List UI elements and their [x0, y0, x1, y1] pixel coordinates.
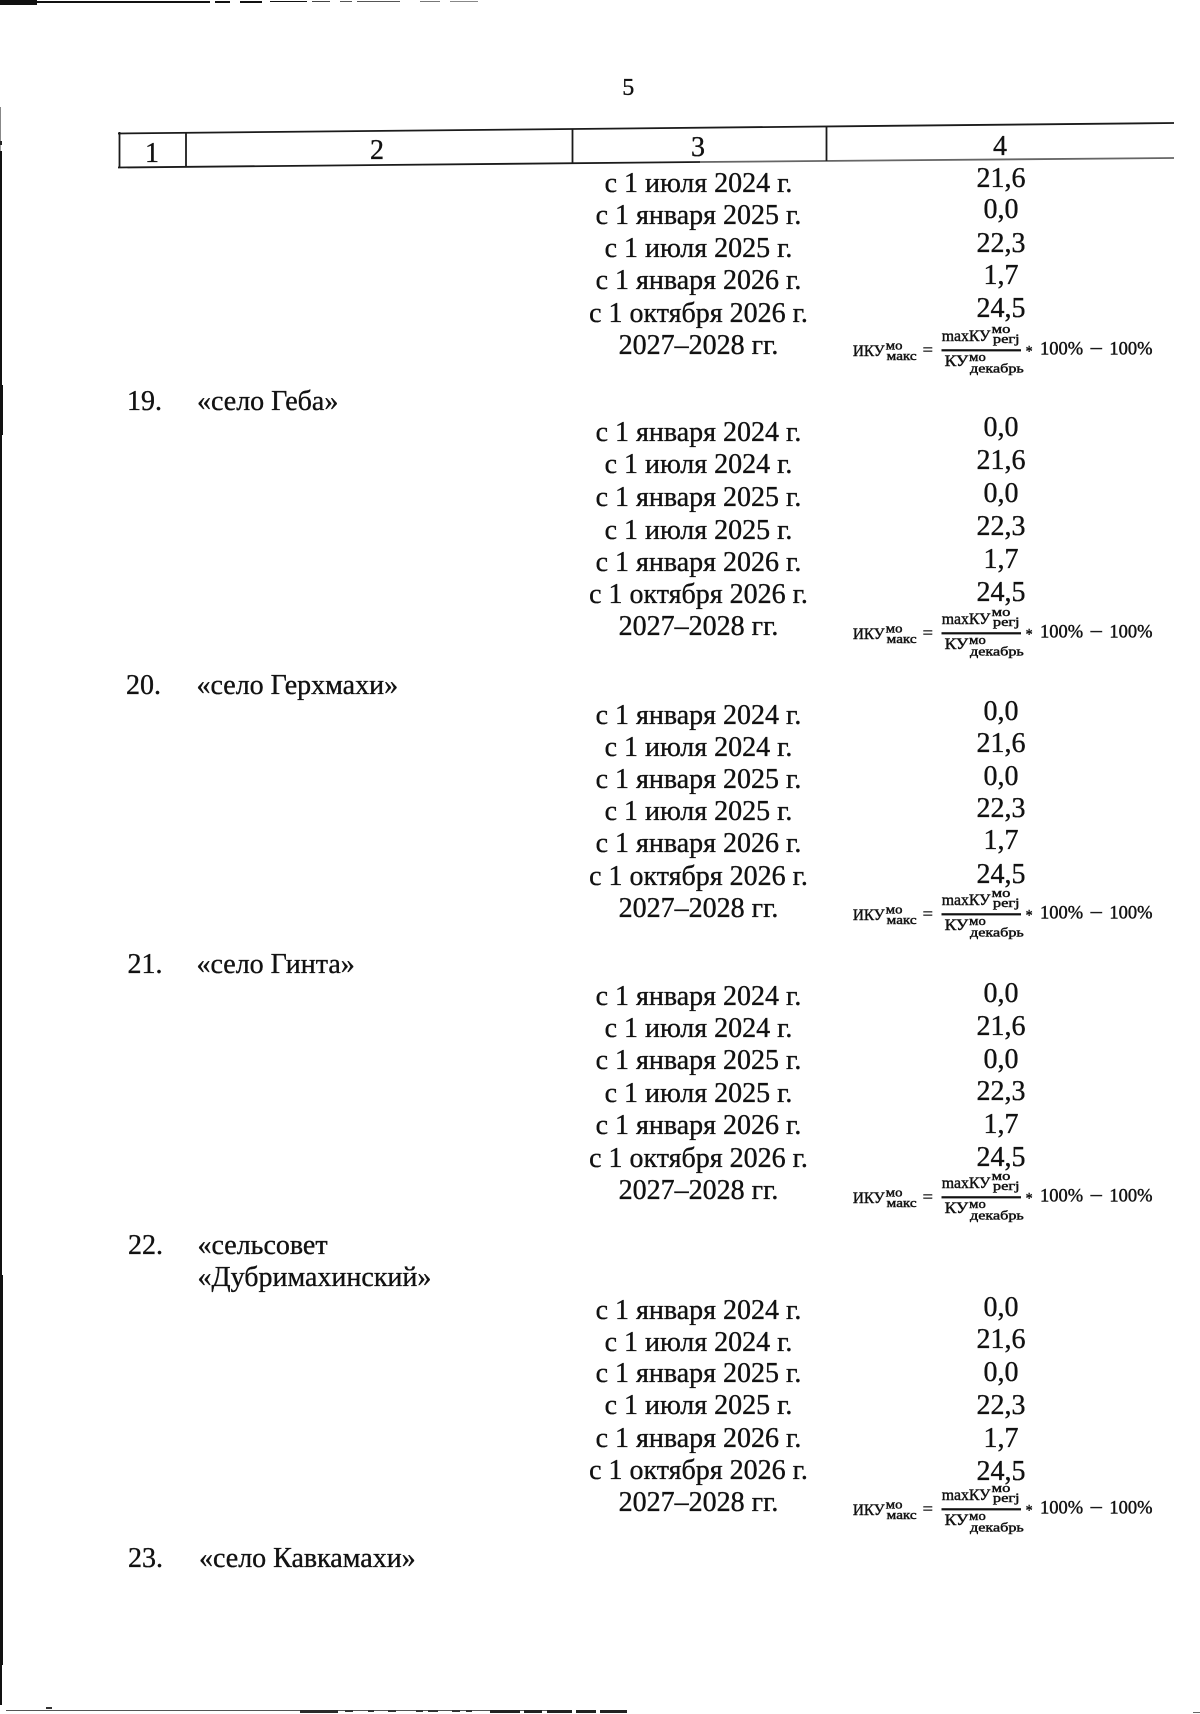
svg-text:мо: мо — [992, 1169, 1011, 1183]
svg-text:мо: мо — [992, 605, 1011, 619]
svg-text:*: * — [1026, 626, 1033, 643]
svg-text:maxКУ: maxКУ — [942, 328, 991, 345]
svg-text:мо: мо — [969, 1509, 986, 1523]
svg-text:мо: мо — [886, 338, 903, 352]
svg-text:декабрь: декабрь — [970, 926, 1024, 940]
svg-text:макс: макс — [887, 1195, 918, 1209]
svg-text:ИКУ: ИКУ — [853, 1502, 885, 1519]
svg-text:maxКУ: maxКУ — [942, 1175, 991, 1192]
svg-text:100%: 100% — [1109, 903, 1152, 924]
svg-text:регj: регj — [993, 332, 1020, 346]
svg-text:100%: 100% — [1040, 338, 1083, 359]
svg-text:100%: 100% — [1040, 903, 1083, 924]
svg-text:maxКУ: maxКУ — [942, 1487, 991, 1504]
svg-text:КУ: КУ — [945, 917, 969, 934]
svg-text:мо: мо — [969, 633, 986, 647]
svg-text:макс: макс — [887, 631, 918, 645]
svg-text:КУ: КУ — [945, 636, 969, 653]
svg-text:100%: 100% — [1040, 1185, 1083, 1206]
svg-text:100%: 100% — [1040, 621, 1083, 642]
svg-text:мо: мо — [992, 322, 1011, 336]
svg-text:−: − — [1089, 903, 1103, 924]
svg-text:мо: мо — [969, 350, 986, 364]
svg-text:=: = — [923, 1501, 933, 1518]
svg-text:−: − — [1089, 622, 1103, 643]
svg-text:мо: мо — [992, 886, 1011, 900]
svg-text:мо: мо — [886, 1185, 903, 1199]
svg-text:КУ: КУ — [945, 353, 969, 370]
svg-text:*: * — [1026, 1502, 1033, 1519]
svg-text:*: * — [1026, 1190, 1033, 1207]
svg-text:*: * — [1026, 343, 1033, 360]
svg-text:−: − — [1089, 1497, 1103, 1518]
svg-text:maxКУ: maxКУ — [942, 892, 991, 909]
svg-text:ИКУ: ИКУ — [853, 1190, 885, 1207]
svg-text:декабрь: декабрь — [970, 644, 1024, 658]
svg-text:макс: макс — [887, 348, 918, 362]
svg-text:регj: регj — [993, 896, 1020, 910]
svg-text:−: − — [1089, 338, 1103, 359]
svg-text:мо: мо — [969, 1197, 986, 1211]
svg-text:*: * — [1026, 908, 1033, 925]
svg-text:=: = — [923, 625, 933, 642]
svg-text:ИКУ: ИКУ — [853, 626, 885, 643]
svg-text:=: = — [923, 1189, 933, 1206]
svg-text:регj: регj — [993, 1179, 1020, 1193]
svg-text:КУ: КУ — [945, 1200, 969, 1217]
svg-text:регj: регj — [993, 615, 1020, 629]
svg-text:мо: мо — [886, 902, 903, 916]
svg-text:мо: мо — [886, 621, 903, 635]
svg-text:=: = — [923, 906, 933, 923]
svg-text:100%: 100% — [1109, 1497, 1152, 1518]
svg-text:ИКУ: ИКУ — [853, 343, 885, 360]
svg-text:100%: 100% — [1109, 621, 1152, 642]
svg-text:макс: макс — [887, 913, 918, 927]
svg-text:КУ: КУ — [945, 1512, 969, 1529]
svg-text:100%: 100% — [1109, 1185, 1152, 1206]
svg-text:декабрь: декабрь — [970, 1208, 1024, 1222]
svg-text:100%: 100% — [1040, 1497, 1083, 1518]
svg-text:регj: регj — [993, 1491, 1020, 1505]
svg-text:мо: мо — [886, 1497, 903, 1511]
svg-text:ИКУ: ИКУ — [853, 907, 885, 924]
svg-text:мо: мо — [992, 1481, 1011, 1495]
svg-text:декабрь: декабрь — [970, 361, 1024, 375]
svg-text:=: = — [923, 342, 933, 359]
svg-text:100%: 100% — [1109, 338, 1152, 359]
svg-text:maxКУ: maxКУ — [942, 611, 991, 628]
svg-text:макс: макс — [887, 1507, 918, 1521]
svg-text:декабрь: декабрь — [970, 1520, 1024, 1534]
svg-text:мо: мо — [969, 914, 986, 928]
svg-text:−: − — [1089, 1185, 1103, 1206]
